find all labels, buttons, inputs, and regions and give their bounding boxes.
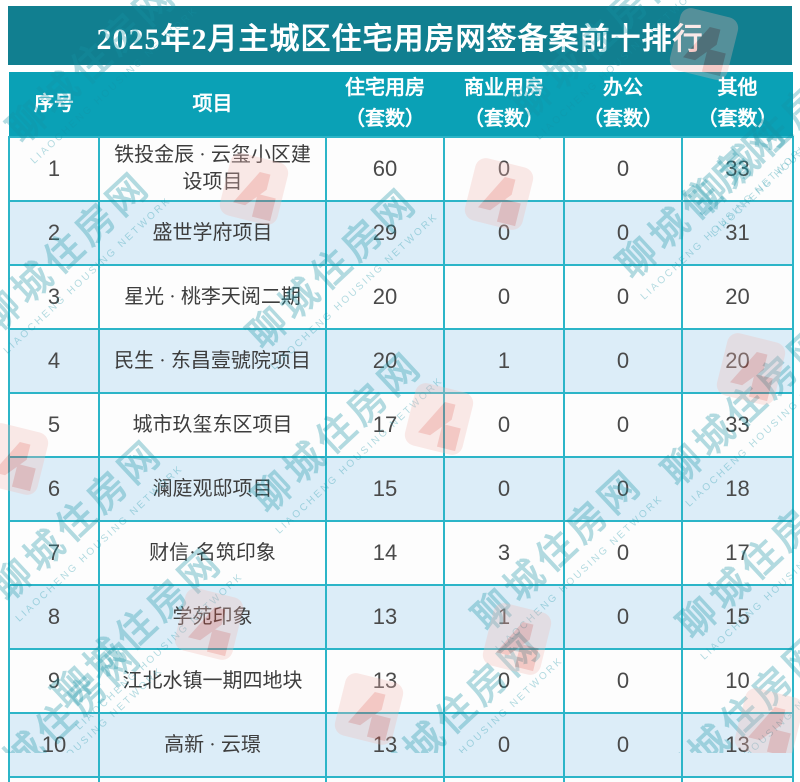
col-header-project: 项目 <box>99 72 326 137</box>
cell-residential: 60 <box>325 136 445 202</box>
col-header-line2: （套数） <box>583 108 663 130</box>
cell-residential: 13 <box>325 584 445 650</box>
cell-other: 20 <box>681 328 794 394</box>
cell-office: 0 <box>563 328 683 394</box>
cell-project: 澜庭观邸项目 <box>98 456 327 522</box>
cell-office: 0 <box>563 584 683 650</box>
col-header-office: 办公 （套数） <box>564 72 682 137</box>
cell-rank: 7 <box>8 520 100 586</box>
cell-office: 0 <box>563 136 683 202</box>
ranking-table: 序号 项目 住宅用房 （套数） 商业用房 （套数） 办公 （套数） <box>8 72 794 782</box>
cell-office: 0 <box>563 200 683 266</box>
cell-project: 学苑印象 <box>98 584 327 650</box>
cell-empty <box>98 776 327 782</box>
cell-rank: 8 <box>8 584 100 650</box>
col-header-line1: 办公 <box>603 77 643 99</box>
cell-project: 铁投金辰 · 云玺小区建设项目 <box>98 136 327 202</box>
cell-office: 0 <box>563 712 683 778</box>
table-row: 4 民生 · 东昌壹號院项目 20 1 0 20 <box>8 328 794 394</box>
cell-rank: 6 <box>8 456 100 522</box>
table-row: 10 高新 · 云璟 13 0 0 13 <box>8 712 794 778</box>
cell-project: 高新 · 云璟 <box>98 712 327 778</box>
cell-office: 0 <box>563 648 683 714</box>
col-header-line2: （套数） <box>464 108 544 130</box>
cell-commercial: 0 <box>443 456 565 522</box>
cell-commercial: 1 <box>443 328 565 394</box>
table-row: 5 城市玖玺东区项目 17 0 0 33 <box>8 392 794 458</box>
title-bar: 2025年2月主城区住宅用房网签备案前十排行 <box>8 6 792 65</box>
col-header-line1: 序号 <box>34 92 74 115</box>
cell-project: 星光 · 桃李天阅二期 <box>98 264 327 330</box>
cell-rank: 2 <box>8 200 100 266</box>
cell-other: 17 <box>681 520 794 586</box>
cell-residential: 13 <box>325 712 445 778</box>
table-row: 8 学苑印象 13 1 0 15 <box>8 584 794 650</box>
table-row-partial <box>8 776 794 782</box>
table-row: 6 澜庭观邸项目 15 0 0 18 <box>8 456 794 522</box>
cell-project: 江北水镇一期四地块 <box>98 648 327 714</box>
col-header-other: 其他 （套数） <box>682 72 793 137</box>
cell-project: 财信·名筑印象 <box>98 520 327 586</box>
cell-empty <box>8 776 100 782</box>
col-header-line1: 项目 <box>192 92 233 115</box>
col-header-rank: 序号 <box>9 72 99 137</box>
infographic-root: 2025年2月主城区住宅用房网签备案前十排行 序号 项目 住宅用房 （套数） 商… <box>8 6 794 782</box>
cell-commercial: 0 <box>443 200 565 266</box>
cell-empty <box>681 776 794 782</box>
col-header-line2: （套数） <box>697 108 778 130</box>
cell-commercial: 3 <box>443 520 565 586</box>
cell-office: 0 <box>563 392 683 458</box>
cell-office: 0 <box>563 520 683 586</box>
col-header-line1: 住宅用房 <box>345 77 425 99</box>
cell-residential: 29 <box>325 200 445 266</box>
cell-rank: 10 <box>8 712 100 778</box>
table-header-row: 序号 项目 住宅用房 （套数） 商业用房 （套数） 办公 （套数） <box>9 72 793 137</box>
cell-empty <box>563 776 683 782</box>
cell-rank: 5 <box>8 392 100 458</box>
cell-residential: 17 <box>325 392 445 458</box>
cell-commercial: 0 <box>443 712 565 778</box>
cell-commercial: 0 <box>443 648 565 714</box>
cell-other: 33 <box>681 136 794 202</box>
cell-residential: 13 <box>325 648 445 714</box>
col-header-commercial: 商业用房 （套数） <box>444 72 564 137</box>
col-header-line1: 其他 <box>717 77 758 99</box>
cell-empty <box>325 776 445 782</box>
cell-rank: 9 <box>8 648 100 714</box>
cell-residential: 15 <box>325 456 445 522</box>
cell-other: 18 <box>681 456 794 522</box>
cell-other: 15 <box>681 584 794 650</box>
cell-residential: 20 <box>325 328 445 394</box>
cell-other: 13 <box>681 712 794 778</box>
table-row: 1 铁投金辰 · 云玺小区建设项目 60 0 0 33 <box>8 136 794 202</box>
table-row: 3 星光 · 桃李天阅二期 20 0 0 20 <box>8 264 794 330</box>
cell-rank: 1 <box>8 136 100 202</box>
table-row: 7 财信·名筑印象 14 3 0 17 <box>8 520 794 586</box>
cell-residential: 20 <box>325 264 445 330</box>
cell-office: 0 <box>563 264 683 330</box>
cell-project: 盛世学府项目 <box>98 200 327 266</box>
cell-commercial: 0 <box>443 392 565 458</box>
cell-project: 民生 · 东昌壹號院项目 <box>98 328 327 394</box>
table-row: 2 盛世学府项目 29 0 0 31 <box>8 200 794 266</box>
cell-other: 20 <box>681 264 794 330</box>
table-row: 9 江北水镇一期四地块 13 0 0 10 <box>8 648 794 714</box>
cell-empty <box>443 776 565 782</box>
cell-other: 10 <box>681 648 794 714</box>
col-header-line2: （套数） <box>345 108 425 130</box>
cell-residential: 14 <box>325 520 445 586</box>
cell-other: 31 <box>681 200 794 266</box>
cell-rank: 4 <box>8 328 100 394</box>
cell-rank: 3 <box>8 264 100 330</box>
cell-commercial: 0 <box>443 136 565 202</box>
col-header-residential: 住宅用房 （套数） <box>326 72 444 137</box>
page-title: 2025年2月主城区住宅用房网签备案前十排行 <box>96 22 704 56</box>
cell-office: 0 <box>563 456 683 522</box>
col-header-line1: 商业用房 <box>464 77 544 99</box>
cell-commercial: 1 <box>443 584 565 650</box>
cell-commercial: 0 <box>443 264 565 330</box>
cell-other: 33 <box>681 392 794 458</box>
cell-project: 城市玖玺东区项目 <box>98 392 327 458</box>
